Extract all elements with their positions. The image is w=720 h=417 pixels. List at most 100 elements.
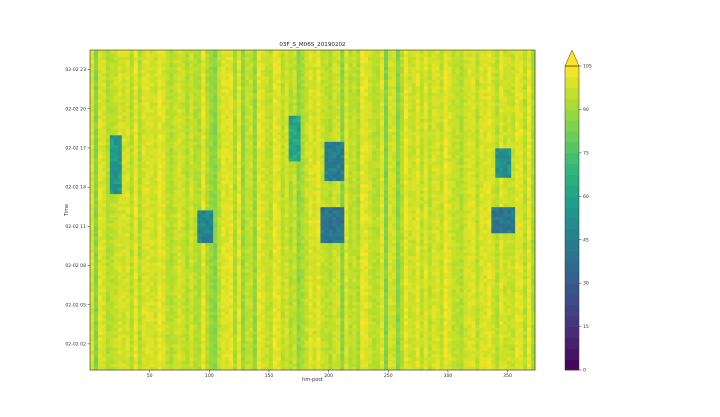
heatmap-cell	[376, 363, 381, 368]
heatmap-cell	[531, 226, 536, 230]
heatmap-cell	[372, 255, 377, 260]
heatmap-cell	[491, 272, 496, 276]
heatmap-cell	[153, 288, 158, 293]
heatmap-cell	[475, 343, 480, 348]
heatmap-cell	[407, 366, 413, 371]
heatmap-cell	[443, 291, 448, 296]
heatmap-cell	[137, 353, 143, 358]
heatmap-cell	[185, 229, 190, 234]
heatmap-cell	[205, 252, 210, 257]
heatmap-cell	[312, 340, 317, 345]
heatmap-cell	[217, 363, 222, 368]
heatmap-cell	[221, 363, 226, 368]
heatmap-cell	[368, 334, 373, 338]
heatmap-cell	[372, 239, 377, 244]
heatmap-cell	[439, 252, 445, 257]
heatmap-cell	[503, 281, 508, 286]
heatmap-cell	[169, 314, 174, 319]
heatmap-cell	[165, 223, 170, 227]
heatmap-cell	[435, 324, 441, 328]
heatmap-cell	[320, 236, 325, 240]
heatmap-cell	[260, 236, 266, 240]
heatmap-cell	[455, 229, 460, 234]
heatmap-cell	[403, 340, 409, 345]
heatmap-cell	[244, 330, 250, 335]
heatmap-cell	[201, 347, 206, 351]
heatmap-cell	[201, 324, 206, 328]
heatmap-cell	[221, 343, 226, 348]
heatmap-cell	[117, 363, 123, 368]
heatmap-cell	[197, 245, 202, 250]
heatmap-cell	[511, 242, 516, 247]
heatmap-cell	[471, 252, 476, 257]
heatmap-cell	[141, 356, 147, 361]
heatmap-cell	[229, 321, 234, 325]
heatmap-cell	[145, 343, 150, 348]
heatmap-cell	[244, 347, 250, 351]
heatmap-cell	[320, 226, 325, 230]
heatmap-cell	[312, 245, 317, 250]
heatmap-cell	[137, 324, 143, 328]
heatmap-cell	[280, 226, 286, 230]
heatmap-cell	[177, 278, 182, 283]
heatmap-cell	[244, 343, 250, 348]
heatmap-cell	[435, 337, 441, 342]
heatmap-cell	[431, 298, 437, 302]
heatmap-cell	[292, 327, 297, 332]
heatmap-cell	[415, 275, 421, 279]
heatmap-cell	[97, 249, 103, 253]
heatmap-cell	[495, 343, 500, 348]
heatmap-cell	[459, 337, 464, 342]
heatmap-cell	[467, 232, 472, 237]
heatmap-cell	[248, 294, 254, 299]
heatmap-cell	[415, 288, 421, 293]
heatmap-cell	[113, 324, 119, 328]
heatmap-cell	[380, 366, 385, 371]
heatmap-cell	[372, 275, 377, 279]
heatmap-cell	[260, 285, 266, 289]
heatmap-cell	[372, 301, 377, 306]
heatmap-cell	[153, 350, 158, 355]
heatmap-cell	[511, 285, 516, 289]
heatmap-cell	[376, 321, 381, 325]
heatmap-cell	[177, 307, 182, 312]
heatmap-cell	[165, 363, 170, 368]
heatmap-cell	[463, 245, 468, 250]
heatmap-cell	[479, 249, 484, 253]
heatmap-cell	[205, 324, 210, 328]
heatmap-cell	[467, 347, 472, 351]
heatmap-cell	[507, 317, 512, 322]
heatmap-cell	[300, 307, 305, 312]
heatmap-cell	[161, 337, 166, 342]
heatmap-cell	[479, 298, 484, 302]
heatmap-cell	[177, 272, 182, 276]
heatmap-cell	[221, 298, 226, 302]
heatmap-cell	[523, 307, 528, 312]
heatmap-cell	[93, 281, 99, 286]
heatmap-cell	[165, 249, 170, 253]
heatmap-cell	[209, 258, 214, 263]
heatmap-cell	[499, 262, 504, 266]
heatmap-cell	[364, 229, 369, 234]
heatmap-cell	[328, 262, 333, 266]
heatmap-cell	[252, 285, 258, 289]
heatmap-cell	[519, 347, 524, 351]
heatmap-cell	[395, 340, 401, 345]
heatmap-cell	[280, 347, 286, 351]
heatmap-cell	[352, 236, 357, 240]
heatmap-cell	[205, 301, 210, 306]
heatmap-cell	[447, 268, 452, 273]
heatmap-cell	[360, 265, 365, 270]
heatmap-cell	[300, 239, 305, 244]
heatmap-cell	[141, 366, 147, 371]
heatmap-cell	[240, 229, 246, 234]
heatmap-cell	[523, 360, 528, 364]
heatmap-cell	[364, 249, 369, 253]
heatmap-cell	[443, 307, 448, 312]
heatmap-cell	[133, 242, 139, 247]
heatmap-cell	[328, 255, 333, 260]
heatmap-cell	[97, 347, 103, 351]
heatmap-cell	[423, 327, 429, 332]
heatmap-cell	[205, 249, 210, 253]
heatmap-cell	[141, 340, 147, 345]
